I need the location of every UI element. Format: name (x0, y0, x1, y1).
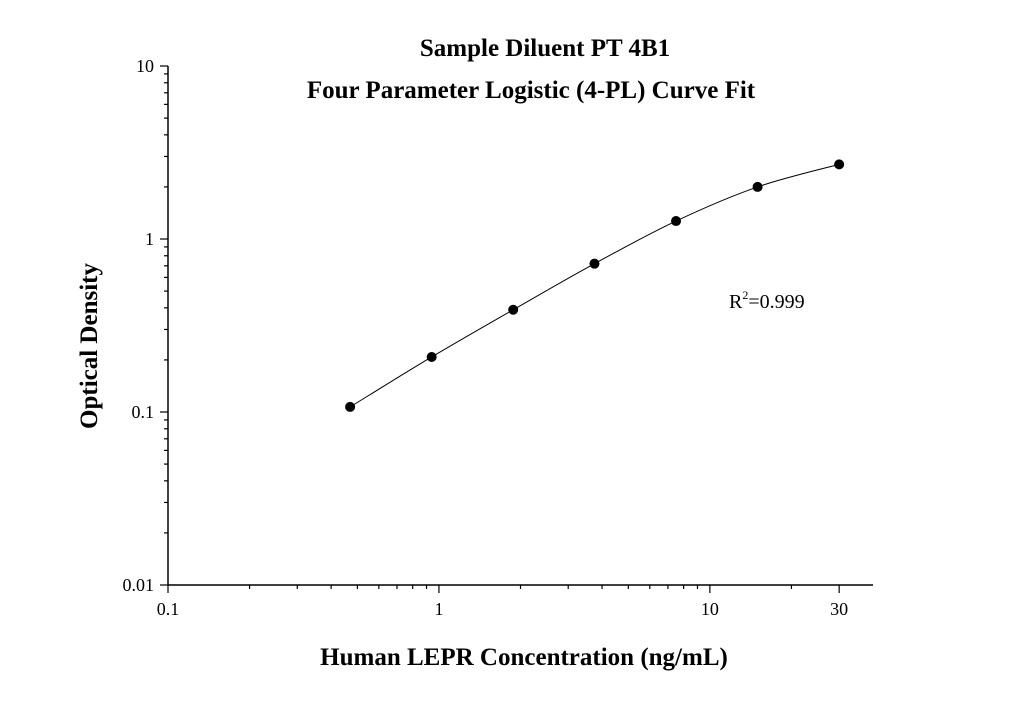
y-axis-title: Optical Density (76, 263, 103, 429)
r-squared-sup: 2 (742, 288, 748, 302)
x-tick-label: 0.1 (157, 599, 180, 619)
r-squared-value: =0.999 (748, 291, 804, 313)
data-point (589, 258, 600, 269)
data-point (426, 351, 437, 362)
y-tick-label: 0.1 (132, 402, 155, 422)
y-tick-label: 0.01 (123, 575, 155, 595)
fit-curve (349, 163, 840, 408)
data-point (508, 304, 519, 315)
data-points (345, 159, 845, 412)
chart-title-line2: Four Parameter Logistic (4-PL) Curve Fit (307, 77, 756, 104)
x-axis-title: Human LEPR Concentration (ng/mL) (320, 644, 728, 671)
data-point (671, 216, 682, 227)
data-point (345, 401, 356, 412)
r-squared-annotation: R2=0.999 (729, 288, 805, 313)
x-tick-label: 10 (701, 599, 719, 619)
x-tick-label: 30 (830, 599, 848, 619)
ticks (160, 65, 840, 593)
y-tick-label: 10 (136, 56, 154, 76)
data-point (834, 159, 845, 170)
x-tick-label: 1 (434, 599, 443, 619)
data-point (752, 181, 763, 192)
y-tick-label: 1 (145, 229, 154, 249)
r-squared-base: R (729, 291, 743, 313)
chart-title-line1: Sample Diluent PT 4B1 (420, 35, 670, 62)
axes (167, 66, 873, 586)
